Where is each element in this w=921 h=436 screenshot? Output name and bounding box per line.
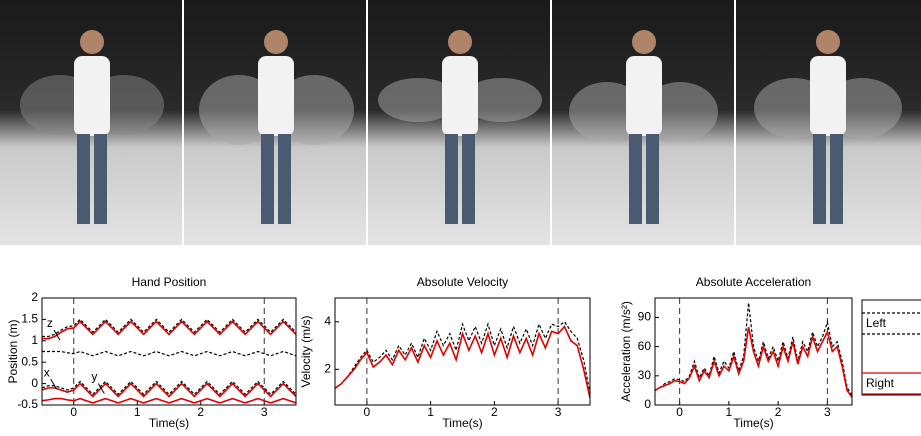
y-tick-label: -0.5 bbox=[17, 397, 38, 411]
series-line bbox=[42, 320, 296, 340]
annotation: z bbox=[47, 316, 53, 330]
annotation-arrow bbox=[50, 378, 58, 390]
y-tick-label: 0 bbox=[644, 397, 651, 411]
x-tick-label: 2 bbox=[197, 405, 204, 419]
photo bbox=[552, 0, 734, 245]
series-line bbox=[42, 350, 296, 357]
photo bbox=[184, 0, 366, 245]
series-line bbox=[655, 302, 852, 396]
series-line bbox=[42, 397, 296, 404]
photo bbox=[736, 0, 921, 245]
x-tick-label: 0 bbox=[70, 405, 77, 419]
y-tick-label: 0.5 bbox=[21, 354, 38, 368]
x-tick-label: 3 bbox=[555, 405, 562, 419]
legend-box bbox=[861, 299, 921, 396]
x-tick-label: 3 bbox=[824, 405, 831, 419]
x-tick-label: 3 bbox=[261, 405, 268, 419]
x-tick-label: 1 bbox=[726, 405, 733, 419]
x-tick-label: 1 bbox=[134, 405, 141, 419]
x-tick-label: 2 bbox=[491, 405, 498, 419]
photo-strip bbox=[0, 0, 921, 245]
x-tick-label: 1 bbox=[427, 405, 434, 419]
x-axis-label: Time(s) bbox=[149, 416, 189, 430]
x-axis-label: Time(s) bbox=[442, 416, 482, 430]
plot-frame bbox=[334, 297, 591, 406]
series-line bbox=[335, 320, 590, 394]
legend-label: Right bbox=[866, 376, 895, 390]
chart-title: Hand Position bbox=[132, 275, 207, 289]
y-tick-label: 2 bbox=[324, 362, 331, 376]
chart-title: Absolute Velocity bbox=[417, 275, 508, 289]
series-line bbox=[335, 325, 590, 399]
y-tick-label: 1 bbox=[31, 333, 38, 347]
plot-frame bbox=[654, 297, 853, 406]
y-axis-label: Position (m) bbox=[6, 319, 20, 383]
y-tick-label: 0 bbox=[31, 376, 38, 390]
legend-label: Left bbox=[866, 316, 887, 330]
annotation-arrow bbox=[97, 383, 105, 394]
y-tick-label: 90 bbox=[638, 310, 652, 324]
y-tick-label: 4 bbox=[324, 314, 331, 328]
annotation: y bbox=[91, 370, 97, 384]
x-tick-label: 0 bbox=[364, 405, 371, 419]
y-tick-label: 1.5 bbox=[21, 312, 38, 326]
series-line bbox=[42, 382, 296, 398]
annotation-arrow bbox=[53, 329, 61, 341]
photo bbox=[0, 0, 182, 245]
y-axis-label: Velocity (m/s) bbox=[299, 315, 313, 387]
chart-title: Absolute Acceleration bbox=[696, 275, 811, 289]
y-tick-label: 60 bbox=[638, 339, 652, 353]
x-axis-label: Time(s) bbox=[733, 416, 773, 430]
plot-frame bbox=[41, 297, 297, 406]
x-tick-label: 2 bbox=[775, 405, 782, 419]
x-tick-label: 0 bbox=[676, 405, 683, 419]
y-tick-label: 30 bbox=[638, 368, 652, 382]
series-line bbox=[42, 318, 296, 338]
y-axis-label: Acceleration (m/s²) bbox=[619, 301, 633, 402]
annotation: x bbox=[44, 365, 50, 379]
series-line bbox=[655, 327, 852, 398]
y-tick-label: 2 bbox=[31, 290, 38, 304]
photo bbox=[368, 0, 550, 245]
